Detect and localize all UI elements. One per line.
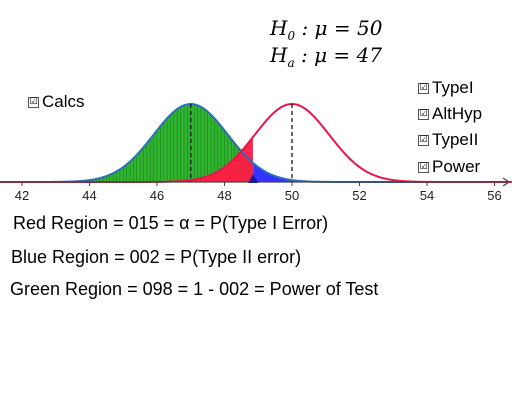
althyp-checkbox[interactable]: ☑ AltHyp (418, 104, 482, 124)
blue-region-result: Blue Region = 002 = P(Type II error) (11, 246, 301, 268)
checkbox-check-icon[interactable]: ☑ (418, 135, 429, 146)
checkbox-check-icon[interactable]: ☑ (418, 83, 429, 94)
power-checkbox[interactable]: ☑ Power (418, 157, 480, 177)
x-tick-label: 52 (352, 188, 366, 203)
type1-checkbox[interactable]: ☑ TypeI (418, 78, 474, 98)
type2-checkbox[interactable]: ☑ TypeII (418, 130, 478, 150)
x-tick-label: 54 (420, 188, 434, 203)
calcs-label: Calcs (42, 92, 85, 112)
type2-label: TypeII (432, 130, 478, 150)
calcs-checkbox[interactable]: ☑ Calcs (28, 92, 85, 112)
x-tick-label: 48 (217, 188, 231, 203)
althyp-label: AltHyp (432, 104, 482, 124)
x-tick-label: 50 (285, 188, 299, 203)
checkbox-check-icon[interactable]: ☑ (418, 162, 429, 173)
checkbox-check-icon[interactable]: ☑ (28, 97, 39, 108)
alternative-hypothesis: Ha : μ = 47 (270, 43, 382, 75)
x-tick-label: 46 (150, 188, 164, 203)
green-region-result: Green Region = 098 = 1 - 002 = Power o… (10, 278, 378, 300)
x-tick-label: 56 (487, 188, 501, 203)
x-tick-label: 42 (15, 188, 29, 203)
red-region-result: Red Region = 015 = α = P(Type I Error) (13, 212, 328, 234)
checkbox-check-icon[interactable]: ☑ (418, 109, 429, 120)
x-tick-label: 44 (82, 188, 96, 203)
type1-label: TypeI (432, 78, 474, 98)
power-label: Power (432, 157, 480, 177)
